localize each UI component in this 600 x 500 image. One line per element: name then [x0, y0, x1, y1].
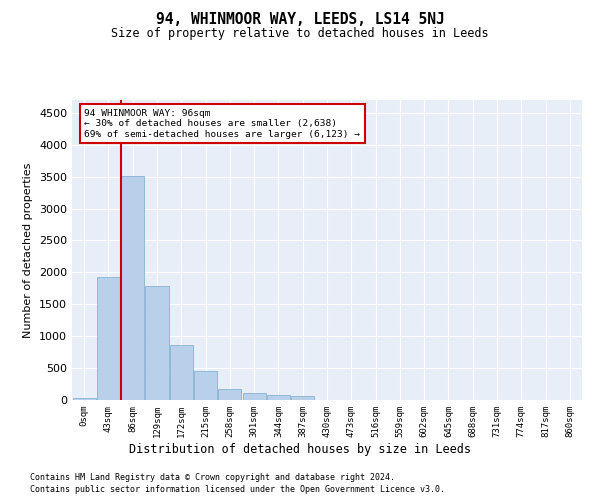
Bar — [218, 390, 241, 400]
Bar — [145, 286, 169, 400]
Bar — [194, 371, 217, 400]
Text: Size of property relative to detached houses in Leeds: Size of property relative to detached ho… — [111, 28, 489, 40]
Bar — [267, 395, 290, 400]
Text: Distribution of detached houses by size in Leeds: Distribution of detached houses by size … — [129, 442, 471, 456]
Bar — [97, 278, 120, 400]
Text: Contains HM Land Registry data © Crown copyright and database right 2024.: Contains HM Land Registry data © Crown c… — [30, 472, 395, 482]
Text: 94 WHINMOOR WAY: 96sqm
← 30% of detached houses are smaller (2,638)
69% of semi-: 94 WHINMOOR WAY: 96sqm ← 30% of detached… — [85, 109, 361, 138]
Text: Contains public sector information licensed under the Open Government Licence v3: Contains public sector information licen… — [30, 485, 445, 494]
Bar — [121, 176, 144, 400]
Y-axis label: Number of detached properties: Number of detached properties — [23, 162, 34, 338]
Bar — [170, 345, 193, 400]
Bar — [242, 394, 266, 400]
Text: 94, WHINMOOR WAY, LEEDS, LS14 5NJ: 94, WHINMOOR WAY, LEEDS, LS14 5NJ — [155, 12, 445, 28]
Bar — [73, 398, 95, 400]
Bar — [291, 396, 314, 400]
